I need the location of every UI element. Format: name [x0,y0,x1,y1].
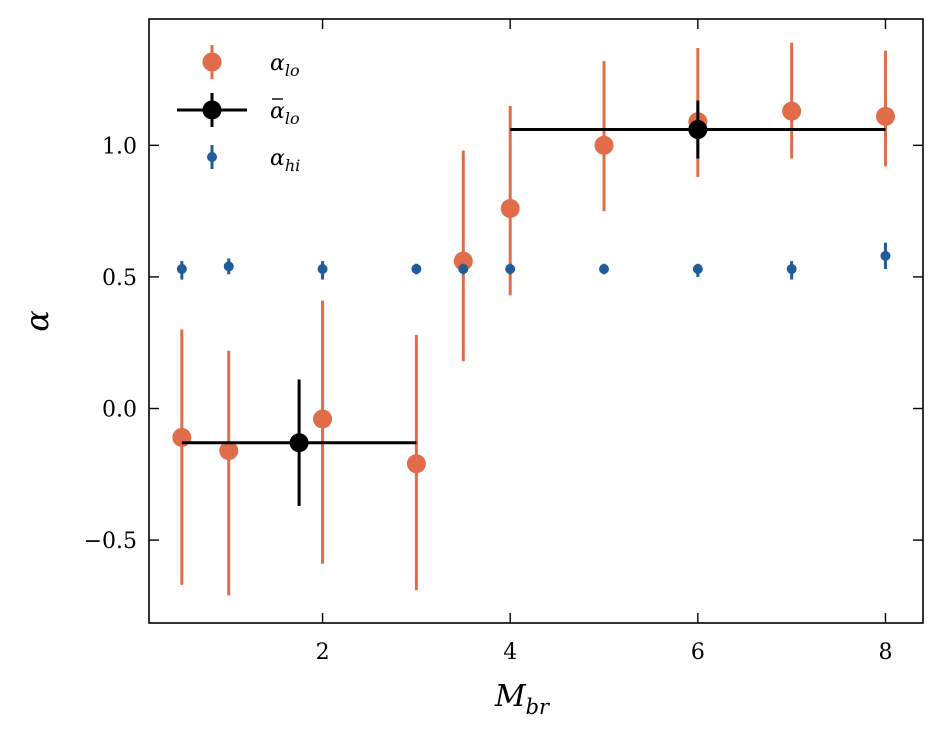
alpha-hi-point [692,264,703,275]
alpha-hi-point [599,264,610,275]
legend-subscript: hi [285,156,300,175]
legend-label-alpha-hi: αhi [270,146,300,175]
alpha-hi-point [880,250,891,261]
legend-symbol: α [270,99,285,124]
alpha-lo-point [500,198,520,218]
alpha-lo-point [453,251,473,271]
alpha-lo-mean-point [688,120,708,140]
legend-subscript: lo [285,61,300,80]
legend-alpha-lo-mean-marker [202,100,222,120]
alpha-lo-mean-point [289,433,309,453]
alpha-lo-point [875,106,895,126]
alpha-hi-point [176,264,187,275]
y-tick-label: −0.5 [84,529,137,554]
alpha-lo-point [594,135,614,155]
data-marks [172,42,895,596]
x-tick-label: 2 [316,640,330,665]
x-tick-label: 6 [691,640,705,665]
y-tick-label: 0.5 [102,266,137,291]
legend-symbol: α [270,146,285,171]
alpha-hi-point [317,264,328,275]
x-axis-label-main: M [494,679,527,714]
alpha-lo-point [313,409,333,429]
legend-alpha-hi-marker [207,152,217,162]
x-axis-label-sub: br [526,695,551,719]
alpha-hi-point [505,264,516,275]
legend-alpha-lo-marker [202,52,222,72]
alpha-hi-point [411,264,422,275]
plot-frame [148,18,924,624]
alpha-hi-point [786,264,797,275]
alpha-lo-point [406,454,426,474]
x-tick-label: 4 [503,640,517,665]
y-tick-label: 0.0 [102,398,137,423]
y-axis-label: α [18,310,56,332]
alpha-hi-point [458,264,469,275]
legend-label-alpha-lo: αlo [270,51,300,80]
axis-ticks: 2 4 6 8 −0.5 0.0 0.5 1.0 [84,19,923,665]
x-tick-label: 8 [878,640,892,665]
legend-label-alpha-lo-mean: αlo [270,99,300,128]
alpha-hi-point [223,261,234,272]
alpha-lo-point [782,101,802,121]
legend-subscript: lo [285,109,300,128]
x-axis-label: Mbr [494,679,551,719]
y-tick-label: 1.0 [102,134,137,159]
legend-symbol: α [270,51,285,76]
alpha-lo-point [219,441,239,461]
